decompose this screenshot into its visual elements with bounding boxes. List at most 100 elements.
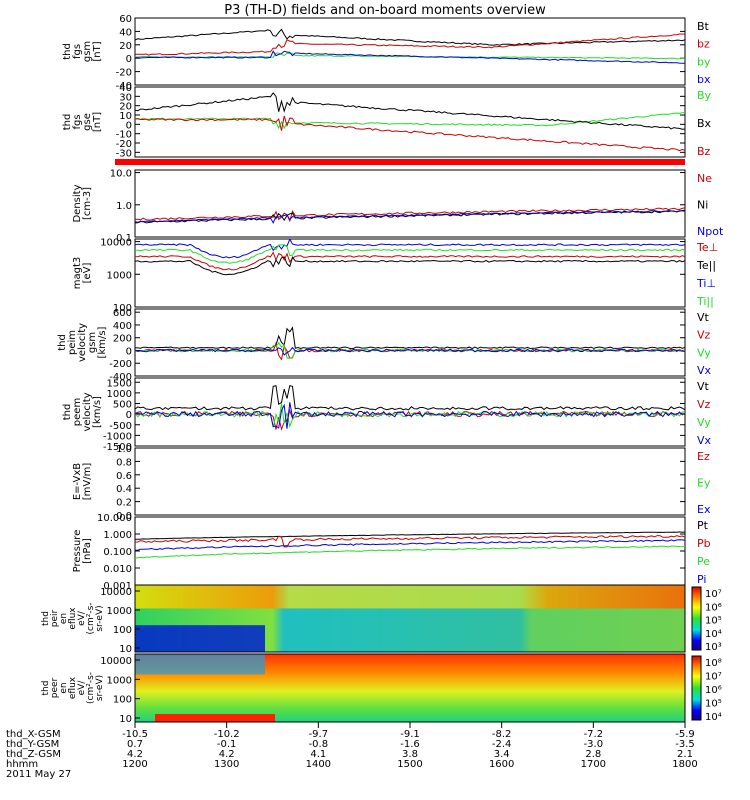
y-axis-label-line: thd xyxy=(62,114,73,131)
series-line-Vt xyxy=(135,326,685,350)
y-tick-label: -400 xyxy=(109,372,132,383)
y-tick-label: 1.000 xyxy=(103,530,132,541)
x-row-value: 0.7 xyxy=(127,739,143,750)
colorbar-label: 10⁵ xyxy=(705,616,722,627)
y-tick-label: 0.2 xyxy=(116,498,132,509)
legend-Pb: Pb xyxy=(697,537,711,550)
y-axis-label-line: velocity xyxy=(82,392,93,431)
legend-Ni: Ni xyxy=(697,199,708,212)
y-tick-label: 600 xyxy=(113,308,132,319)
y-tick-label: 200 xyxy=(113,334,132,345)
y-axis-label-line: eV/ xyxy=(77,680,87,696)
y-axis-label-line: [cm-3] xyxy=(82,187,93,220)
legend-Ey: Ey xyxy=(697,477,711,490)
y-tick-label: 1.0 xyxy=(116,444,132,455)
y-tick-label: 0.0 xyxy=(116,511,132,522)
legend-Pe: Pe xyxy=(697,555,710,568)
spectrogram-frame xyxy=(134,584,686,653)
x-row-value: -1.6 xyxy=(400,739,420,750)
y-axis-label-line: peem xyxy=(72,398,83,426)
x-row-value: 4.2 xyxy=(127,749,143,760)
y-tick-label: 400 xyxy=(113,321,132,332)
y-tick-label: 100 xyxy=(113,695,132,706)
y-axis-label-line: thd xyxy=(62,404,73,421)
y-axis-label: thdpeerenefluxeV/(cm²-s-sr-eV) xyxy=(41,672,105,704)
y-axis-label-line: [mV/m] xyxy=(82,463,93,501)
x-row-value: 3.8 xyxy=(402,749,418,760)
y-tick-label: 40 xyxy=(119,27,132,38)
x-row-value: 1200 xyxy=(122,759,147,770)
y-tick-label: 1.0 xyxy=(116,201,132,212)
series-line-Te⊥ xyxy=(135,251,685,271)
colorbar-label: 10⁷ xyxy=(705,589,722,600)
y-tick-label: 0 xyxy=(126,54,132,65)
y-tick-label: 500 xyxy=(113,400,132,411)
y-tick-label: 20 xyxy=(119,102,132,113)
x-row-value: 4.2 xyxy=(219,749,235,760)
legend-Pi: Pi xyxy=(697,573,706,586)
y-tick-label: 0.001 xyxy=(103,581,132,592)
spectrogram-band-high xyxy=(135,585,685,609)
y-axis-label-line: [nT] xyxy=(92,112,103,132)
series-line-Pi xyxy=(135,539,685,551)
x-row-value: -5.9 xyxy=(675,729,695,740)
panel-frame xyxy=(134,308,686,377)
series-line-Bx xyxy=(135,92,685,130)
mode-bar-fill xyxy=(115,159,685,165)
colorbar xyxy=(691,655,702,721)
colorbar-label: 10⁴ xyxy=(705,629,722,640)
y-axis-label-line: sr-eV) xyxy=(95,605,105,631)
spectrogram-peer: 10000 1000 100 10 thdpeerenefluxeV/(cm²-s-sr… xyxy=(41,653,722,725)
colorbar-label: 10⁴ xyxy=(705,712,722,723)
y-axis-label: Pressure[nPa] xyxy=(72,530,93,573)
y-tick-label: 1000 xyxy=(107,270,132,281)
x-row-value: -8.2 xyxy=(492,729,512,740)
y-axis-label: thdfgsgse[nT] xyxy=(62,112,103,132)
y-axis-label-line: Density xyxy=(72,184,83,222)
y-axis-label-line: en xyxy=(59,613,69,624)
panel-efield: 1.0 0.8 0.6 0.4 0.2 0.0 E=-VxB[mV/m] xyxy=(72,444,686,522)
legend-bx: bx xyxy=(697,73,711,86)
x-row-value: -2.4 xyxy=(492,739,512,750)
colorbar-label: 10⁸ xyxy=(705,658,722,669)
y-tick-label: -30 xyxy=(116,148,132,159)
series-line-Bz xyxy=(135,115,685,152)
panel-frame xyxy=(134,86,686,158)
series-line-Ti⊥ xyxy=(135,239,685,259)
series-line-Bt xyxy=(135,28,685,46)
x-row-value: -3.5 xyxy=(675,739,695,750)
y-axis-label-line: [km/s] xyxy=(92,396,103,428)
x-row-value: 1700 xyxy=(581,759,606,770)
series-line-bz xyxy=(135,33,685,56)
series-line-By xyxy=(135,111,685,130)
y-axis-label-line: thd xyxy=(57,334,68,351)
series-line-Pt xyxy=(135,531,685,540)
x-row-value: -0.8 xyxy=(309,739,329,750)
y-axis-label-line: peir xyxy=(50,609,60,627)
legend-Bz: Bz xyxy=(697,145,711,158)
y-tick-label: 1500 xyxy=(107,378,132,389)
spectrogram-band-low xyxy=(135,625,265,652)
series-line-Vt xyxy=(135,384,685,411)
x-row-value: -0.1 xyxy=(217,739,237,750)
panel-frame xyxy=(134,516,686,586)
legend-Vz: Vz xyxy=(697,398,711,411)
series-line-Npot xyxy=(135,210,685,224)
legend-Pt: Pt xyxy=(697,519,709,532)
x-row-label: thd_Z-GSM xyxy=(6,749,61,760)
colorbar-label: 10⁷ xyxy=(705,672,722,683)
spectrogram-band-bottom xyxy=(155,714,275,722)
series-line-Vx xyxy=(135,346,685,356)
y-tick-label: 1000 xyxy=(107,675,132,686)
y-axis-label-line: [nPa] xyxy=(82,538,93,564)
y-tick-label: 0.010 xyxy=(103,564,132,575)
panel-pressure: 10.000 1.000 0.100 0.010 0.001 Pressure[nPa] xyxy=(72,513,686,592)
y-tick-label: 0.100 xyxy=(103,547,132,558)
y-tick-label: -500 xyxy=(109,421,132,432)
y-axis-label: E=-VxB[mV/m] xyxy=(72,463,93,501)
panel-peim-velocity: 6004002000-200-400thdpeimvelocitygsm[km/… xyxy=(57,308,686,383)
x-row-value: -9.7 xyxy=(309,729,329,740)
y-axis-label-line: thd xyxy=(41,611,51,626)
